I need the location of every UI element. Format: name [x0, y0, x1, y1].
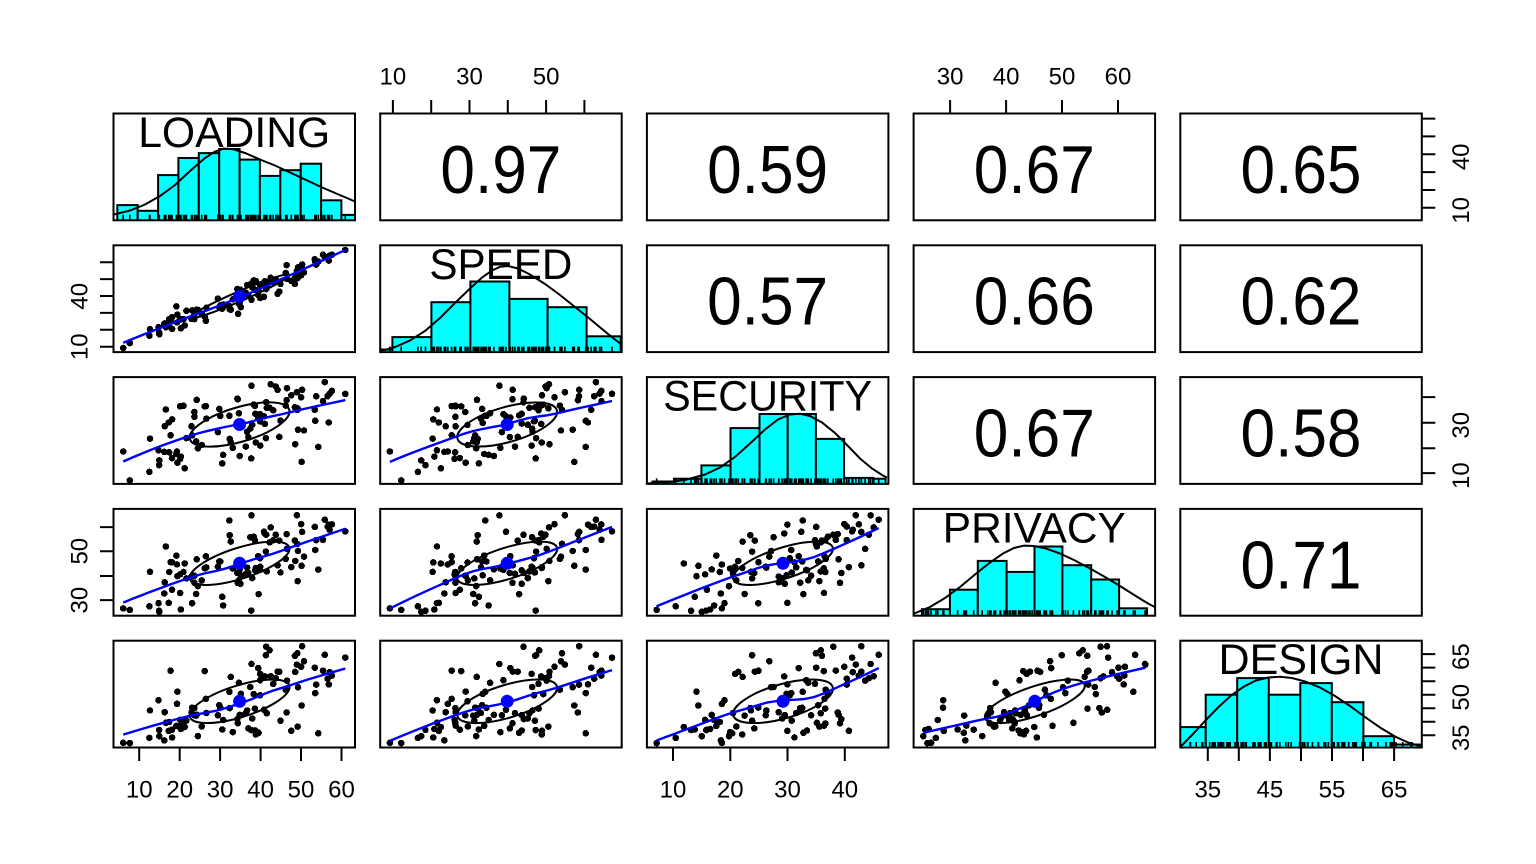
- svg-text:55: 55: [1319, 777, 1346, 804]
- svg-text:20: 20: [166, 777, 193, 804]
- svg-text:40: 40: [247, 777, 274, 804]
- svg-text:0.71: 0.71: [1241, 527, 1362, 603]
- svg-text:65: 65: [1448, 643, 1475, 670]
- svg-text:0.67: 0.67: [974, 396, 1095, 472]
- svg-text:10: 10: [1448, 462, 1475, 489]
- svg-text:40: 40: [831, 777, 858, 804]
- svg-text:10: 10: [380, 64, 407, 91]
- svg-text:30: 30: [456, 64, 483, 91]
- svg-text:50: 50: [1049, 64, 1076, 91]
- svg-text:50: 50: [288, 777, 315, 804]
- svg-text:10: 10: [660, 777, 687, 804]
- svg-text:50: 50: [533, 64, 560, 91]
- svg-text:0.97: 0.97: [440, 132, 561, 208]
- svg-text:45: 45: [1257, 777, 1284, 804]
- svg-text:DESIGN: DESIGN: [1219, 636, 1384, 684]
- svg-text:0.57: 0.57: [707, 264, 828, 340]
- svg-text:35: 35: [1194, 777, 1221, 804]
- svg-text:0.66: 0.66: [974, 264, 1095, 340]
- svg-text:30: 30: [67, 587, 94, 614]
- svg-text:SECURITY: SECURITY: [663, 373, 872, 421]
- svg-text:PRIVACY: PRIVACY: [943, 504, 1126, 552]
- svg-text:60: 60: [1105, 64, 1132, 91]
- svg-text:10: 10: [126, 777, 153, 804]
- svg-text:30: 30: [207, 777, 234, 804]
- svg-text:0.59: 0.59: [707, 132, 828, 208]
- svg-text:SPEED: SPEED: [429, 241, 572, 289]
- svg-text:30: 30: [937, 64, 964, 91]
- svg-text:10: 10: [67, 333, 94, 360]
- svg-text:30: 30: [774, 777, 801, 804]
- svg-text:65: 65: [1381, 777, 1408, 804]
- svg-text:50: 50: [67, 538, 94, 565]
- svg-text:20: 20: [717, 777, 744, 804]
- svg-text:40: 40: [993, 64, 1020, 91]
- svg-text:40: 40: [67, 283, 94, 310]
- svg-text:0.62: 0.62: [1241, 264, 1362, 340]
- svg-text:35: 35: [1448, 724, 1475, 751]
- svg-text:60: 60: [328, 777, 355, 804]
- svg-text:30: 30: [1448, 412, 1475, 439]
- svg-text:0.67: 0.67: [974, 132, 1095, 208]
- svg-text:40: 40: [1448, 143, 1475, 170]
- svg-text:0.65: 0.65: [1241, 132, 1362, 208]
- svg-text:LOADING: LOADING: [138, 109, 330, 157]
- svg-text:50: 50: [1448, 684, 1475, 711]
- svg-text:0.58: 0.58: [1241, 396, 1362, 472]
- svg-text:10: 10: [1448, 197, 1475, 224]
